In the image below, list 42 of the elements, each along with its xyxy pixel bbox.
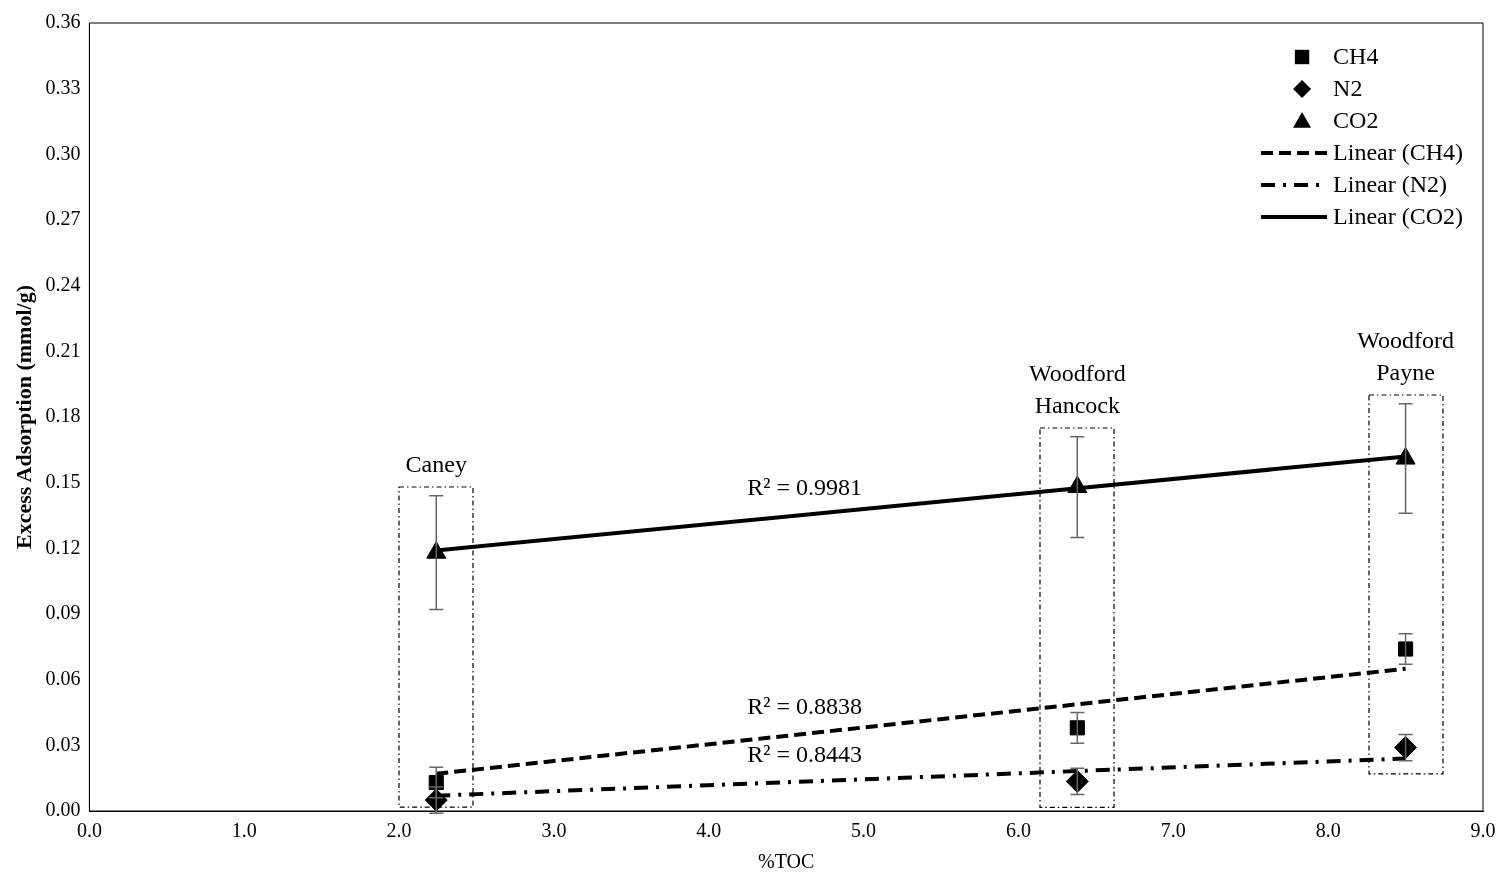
annotation: Caney xyxy=(405,451,467,478)
point xyxy=(426,541,447,559)
y-tick-label: 0.36 xyxy=(45,10,81,33)
y-tick-label: 0.24 xyxy=(45,272,81,295)
annotation: R² = 0.9981 xyxy=(747,474,862,501)
legend-label: Linear (CO2) xyxy=(1333,203,1463,230)
y-tick-label: 0.15 xyxy=(45,469,81,492)
point xyxy=(1069,720,1085,736)
y-tick-label: 0.00 xyxy=(45,798,81,821)
x-tick-label: 8.0 xyxy=(1315,819,1341,842)
point xyxy=(1398,641,1414,657)
x-tick-label: 2.0 xyxy=(386,819,412,842)
x-tick-label: 5.0 xyxy=(851,819,877,842)
y-axis-title: Excess Adsorption (mmol/g) xyxy=(10,285,36,549)
legend-label: Linear (CH4) xyxy=(1333,139,1463,166)
annotation: R² = 0.8443 xyxy=(747,740,862,767)
annotation: R² = 0.8838 xyxy=(747,693,862,720)
annotation: Woodford Payne xyxy=(1357,327,1454,386)
y-tick-label: 0.12 xyxy=(45,535,81,558)
y-tick-label: 0.09 xyxy=(45,601,81,624)
x-tick-label: 7.0 xyxy=(1160,819,1186,842)
x-tick-label: 3.0 xyxy=(541,819,567,842)
y-tick-label: 0.27 xyxy=(45,207,81,230)
x-tick-label: 9.0 xyxy=(1470,819,1496,842)
y-tick-label: 0.21 xyxy=(45,338,81,361)
point xyxy=(1067,475,1088,494)
y-tick-label: 0.03 xyxy=(45,732,81,755)
legend-label: N2 xyxy=(1333,75,1363,102)
x-axis-title: %TOC xyxy=(758,850,815,873)
legend-label: CO2 xyxy=(1333,107,1379,134)
x-tick-label: 1.0 xyxy=(231,819,257,842)
y-tick-label: 0.18 xyxy=(45,404,81,427)
y-tick-label: 0.06 xyxy=(45,666,81,689)
legend-label: CH4 xyxy=(1333,43,1379,70)
x-tick-label: 4.0 xyxy=(696,819,722,842)
y-tick-label: 0.33 xyxy=(45,75,81,98)
x-tick-label: 6.0 xyxy=(1005,819,1031,842)
y-tick-label: 0.30 xyxy=(45,141,81,164)
x-tick-label: 0.0 xyxy=(76,819,102,842)
point xyxy=(1395,447,1416,465)
annotation: Woodford Hancock xyxy=(1028,360,1126,418)
legend-label: Linear (N2) xyxy=(1333,171,1447,198)
